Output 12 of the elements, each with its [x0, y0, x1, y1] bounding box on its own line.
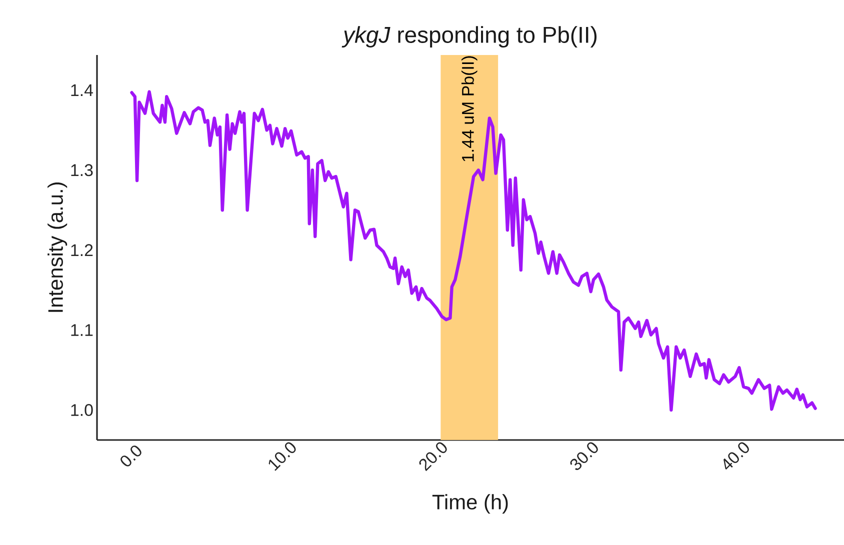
x-tick-label: 0.0 [120, 446, 142, 466]
y-tick-label: 1.0 [71, 404, 93, 416]
band-label: 1.44 uM Pb(II) [461, 56, 478, 162]
y-tick-label: 1.1 [71, 324, 93, 336]
x-axis-title: Time (h) [432, 494, 508, 514]
y-axis-title: Intensity (a.u.) [48, 182, 68, 312]
x-tick-label: 40.0 [724, 442, 749, 470]
y-tick-label: 1.2 [71, 244, 93, 256]
y-tick-label: 1.4 [71, 84, 93, 96]
y-tick-label: 1.3 [71, 164, 93, 176]
chart-title: ykgJ responding to Pb(II) [342, 26, 597, 48]
x-tick-label: 30.0 [570, 442, 598, 470]
